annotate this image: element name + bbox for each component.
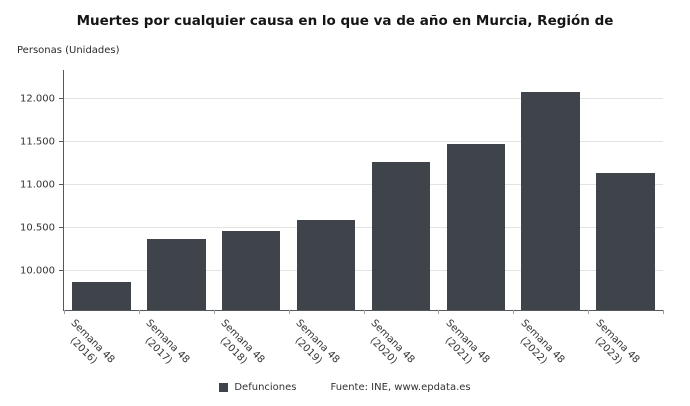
bar-slot [588,70,663,310]
bar-slot [364,70,439,310]
bar [147,238,206,310]
x-axis-label: Semana 48 (2020) [367,317,417,367]
gridline [64,184,663,186]
x-axis-label: Semana 48 (2022) [517,317,567,367]
bar-slot [214,70,289,310]
x-axis-tick [663,310,664,314]
bar [446,143,505,310]
x-axis-tick [588,310,590,314]
bar [371,162,431,310]
y-axis-tick [59,184,64,186]
gridline [64,141,663,143]
bar [521,91,580,310]
x-axis-label: Semana 48 (2021) [442,317,492,367]
y-axis-tick-label: 11.000 [20,179,55,191]
x-axis-tick [138,310,140,314]
x-axis-label: Semana 48 (2016) [68,317,117,367]
y-axis-tick [59,227,64,229]
y-axis-tick [59,141,64,143]
x-axis-label: Semana 48 (2019) [292,317,342,367]
bar [296,219,356,310]
x-axis-labels-layer: Semana 48 (2016) Semana 48 (2017) Semana 48(… [64,310,664,382]
bar-slot [139,70,214,310]
legend: Defunciones Fuente: INE, www.epdata.es [0,382,690,393]
source-text: Fuente: INE, www.epdata.es [330,382,471,393]
legend-label: Defunciones [234,382,297,393]
bar-slot [513,70,588,310]
gridline [64,227,663,229]
x-axis-tick [363,310,365,314]
x-axis-label: Semana 48 (2017) [142,317,192,367]
y-axis-tick-label: 10.500 [20,222,55,234]
chart-title: Muertes por cualquier causa en lo que va… [76,13,614,29]
y-axis-tick-label: 12.000 [20,93,55,105]
bar-slot [289,70,364,310]
legend-item-defunciones[interactable]: Defunciones [219,382,297,393]
y-axis-tick-label: 10.000 [20,265,55,277]
bar [72,281,131,310]
bars-layer [64,70,663,310]
legend-swatch-icon [219,383,229,392]
x-axis-label: Semana 48 (2018) [217,317,267,367]
y-axis-unit-label: Personas (Unidades) [17,45,120,56]
bar [596,173,655,310]
y-axis-tick [59,98,64,100]
gridlines-layer: 10.000 10.500 11.000 11.500 12.000 [20,70,663,310]
bar-slot [438,70,513,310]
bar [221,230,281,310]
gridline [64,98,663,100]
x-axis-tick [64,310,65,314]
x-axis-label: Semana 48 (2023) [592,317,641,367]
y-axis-tick [59,270,64,272]
x-axis-tick [213,310,215,314]
x-axis-tick [513,310,515,314]
x-axis-tick [288,310,290,314]
bar-slot [64,70,139,310]
y-axis-tick-label: 11.500 [20,136,55,148]
gridline [64,270,663,272]
x-axis-tick [438,310,440,314]
plot-area: 10.000 10.500 11.000 11.500 12.000 Semana 48… [20,70,664,366]
